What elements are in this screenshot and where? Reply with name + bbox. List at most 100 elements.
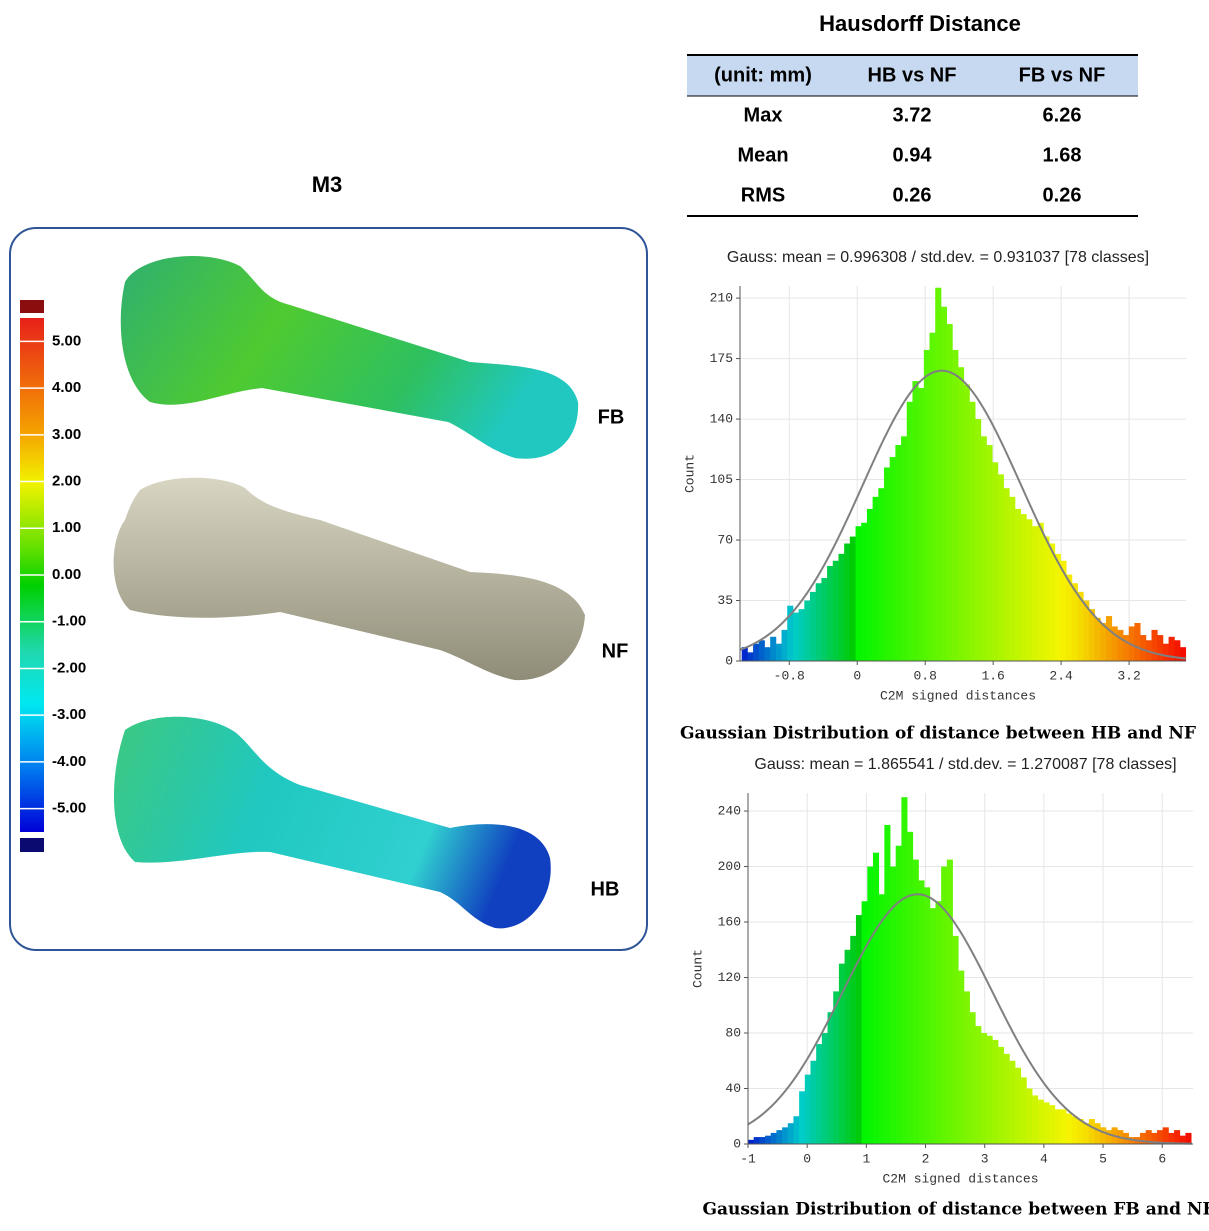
bone-label: NF — [602, 640, 629, 662]
histogram-bar — [821, 1033, 828, 1144]
table-cell: RMS — [741, 184, 785, 206]
histogram-bar — [1157, 635, 1164, 661]
histogram-bar — [907, 831, 914, 1144]
histogram-bar — [867, 866, 874, 1144]
histogram-bar — [1100, 1127, 1107, 1144]
x-axis-label: C2M signed distances — [882, 1171, 1038, 1186]
histogram-bar — [764, 647, 771, 661]
histogram-bar — [849, 536, 856, 661]
histogram-bar — [1083, 1123, 1090, 1144]
histogram-bar — [1060, 1109, 1067, 1144]
histogram-bar — [1037, 522, 1044, 661]
x-tick-label: 3 — [981, 1151, 989, 1166]
bone-label: HB — [591, 878, 620, 900]
y-tick-label: 140 — [710, 412, 733, 427]
histogram-bar — [855, 526, 862, 661]
histogram-bar — [1162, 643, 1169, 661]
histogram-bar — [980, 436, 987, 661]
bone-label: FB — [598, 406, 625, 428]
histogram-bar — [918, 387, 925, 661]
histogram-bar — [1111, 626, 1118, 661]
histogram-bar — [759, 1137, 766, 1144]
histogram-bar — [765, 1135, 772, 1144]
histogram-bar — [1015, 1067, 1022, 1144]
histogram-bar — [890, 866, 897, 1144]
y-tick-label: 200 — [718, 859, 741, 874]
histogram-bar — [1140, 635, 1147, 661]
histogram-bar — [810, 1060, 817, 1144]
histogram-bar — [878, 894, 885, 1144]
histogram-bar — [844, 949, 851, 1144]
histogram-bar — [827, 565, 834, 661]
y-axis-label: Count — [690, 949, 705, 988]
histogram-bar — [1026, 1088, 1033, 1144]
table-cell: 0.94 — [893, 144, 933, 166]
histogram-bar — [815, 583, 822, 661]
colorbar-label: 1.00 — [52, 519, 81, 536]
colorbar-under — [20, 838, 44, 852]
histogram-bar — [992, 462, 999, 661]
histogram-bar — [986, 444, 993, 661]
histogram-bar — [866, 508, 874, 661]
histogram-bar — [753, 643, 760, 661]
y-axis-label: Count — [682, 454, 697, 493]
x-tick-label: 6 — [1158, 1151, 1166, 1166]
histogram-bar — [1151, 1132, 1158, 1144]
x-tick-label: 5 — [1099, 1151, 1107, 1166]
histogram-bar — [861, 901, 868, 1144]
histogram-bar — [1162, 1127, 1169, 1144]
histogram-bar — [1088, 1119, 1095, 1144]
histogram-bar — [997, 1046, 1005, 1144]
histogram-bar — [804, 1074, 811, 1144]
histogram-bar — [1179, 647, 1187, 661]
table-header: FB vs NF — [1019, 64, 1106, 86]
histogram-bar — [1014, 508, 1021, 661]
histogram-bar — [1043, 1102, 1050, 1144]
histogram-bar — [782, 1127, 789, 1144]
histogram-bar — [1168, 636, 1175, 661]
histogram-bar — [935, 287, 942, 661]
histogram-bar — [975, 1026, 982, 1144]
histogram-bar — [1071, 583, 1078, 661]
table-cell: Mean — [737, 144, 788, 166]
histogram-bar — [872, 852, 880, 1144]
y-tick-label: 120 — [718, 970, 741, 985]
histogram-bar — [889, 457, 896, 661]
histogram-bar — [1168, 1132, 1175, 1144]
y-tick-label: 70 — [717, 532, 733, 547]
histogram-bar — [1174, 1130, 1181, 1144]
histogram-bar — [787, 1123, 794, 1144]
histogram-bar — [1174, 640, 1181, 661]
histogram-bar — [946, 324, 953, 661]
colorbar-label: -2.00 — [52, 659, 86, 676]
histogram-bar — [901, 797, 908, 1144]
histogram-bar — [776, 1130, 783, 1144]
histogram-bar — [895, 845, 902, 1144]
table-title: Hausdorff Distance — [819, 11, 1021, 36]
y-tick-label: 160 — [718, 914, 741, 929]
histogram-bar — [832, 560, 839, 661]
histogram-bar — [935, 901, 942, 1144]
histogram-bar — [821, 578, 828, 661]
histogram-bar — [901, 436, 908, 661]
histogram-bar — [906, 401, 913, 661]
histogram-bar — [923, 349, 930, 661]
colorbar-over — [20, 300, 44, 313]
histogram-bar — [1123, 635, 1130, 661]
histogram-bar — [940, 306, 948, 661]
y-tick-label: 35 — [717, 593, 733, 608]
histogram-bar — [883, 467, 891, 661]
histogram-bar — [798, 609, 805, 661]
table-header-bg — [687, 56, 1138, 96]
histogram-bar — [986, 1035, 993, 1144]
histogram-bar — [799, 1091, 806, 1144]
histogram-bar — [861, 522, 868, 661]
panel-frame — [9, 227, 648, 951]
histogram-bar — [963, 384, 970, 661]
histogram-bar — [1094, 1123, 1101, 1144]
histogram-bar — [1020, 1077, 1027, 1144]
table-header: HB vs NF — [868, 64, 957, 86]
histogram-bar — [1032, 1095, 1039, 1144]
